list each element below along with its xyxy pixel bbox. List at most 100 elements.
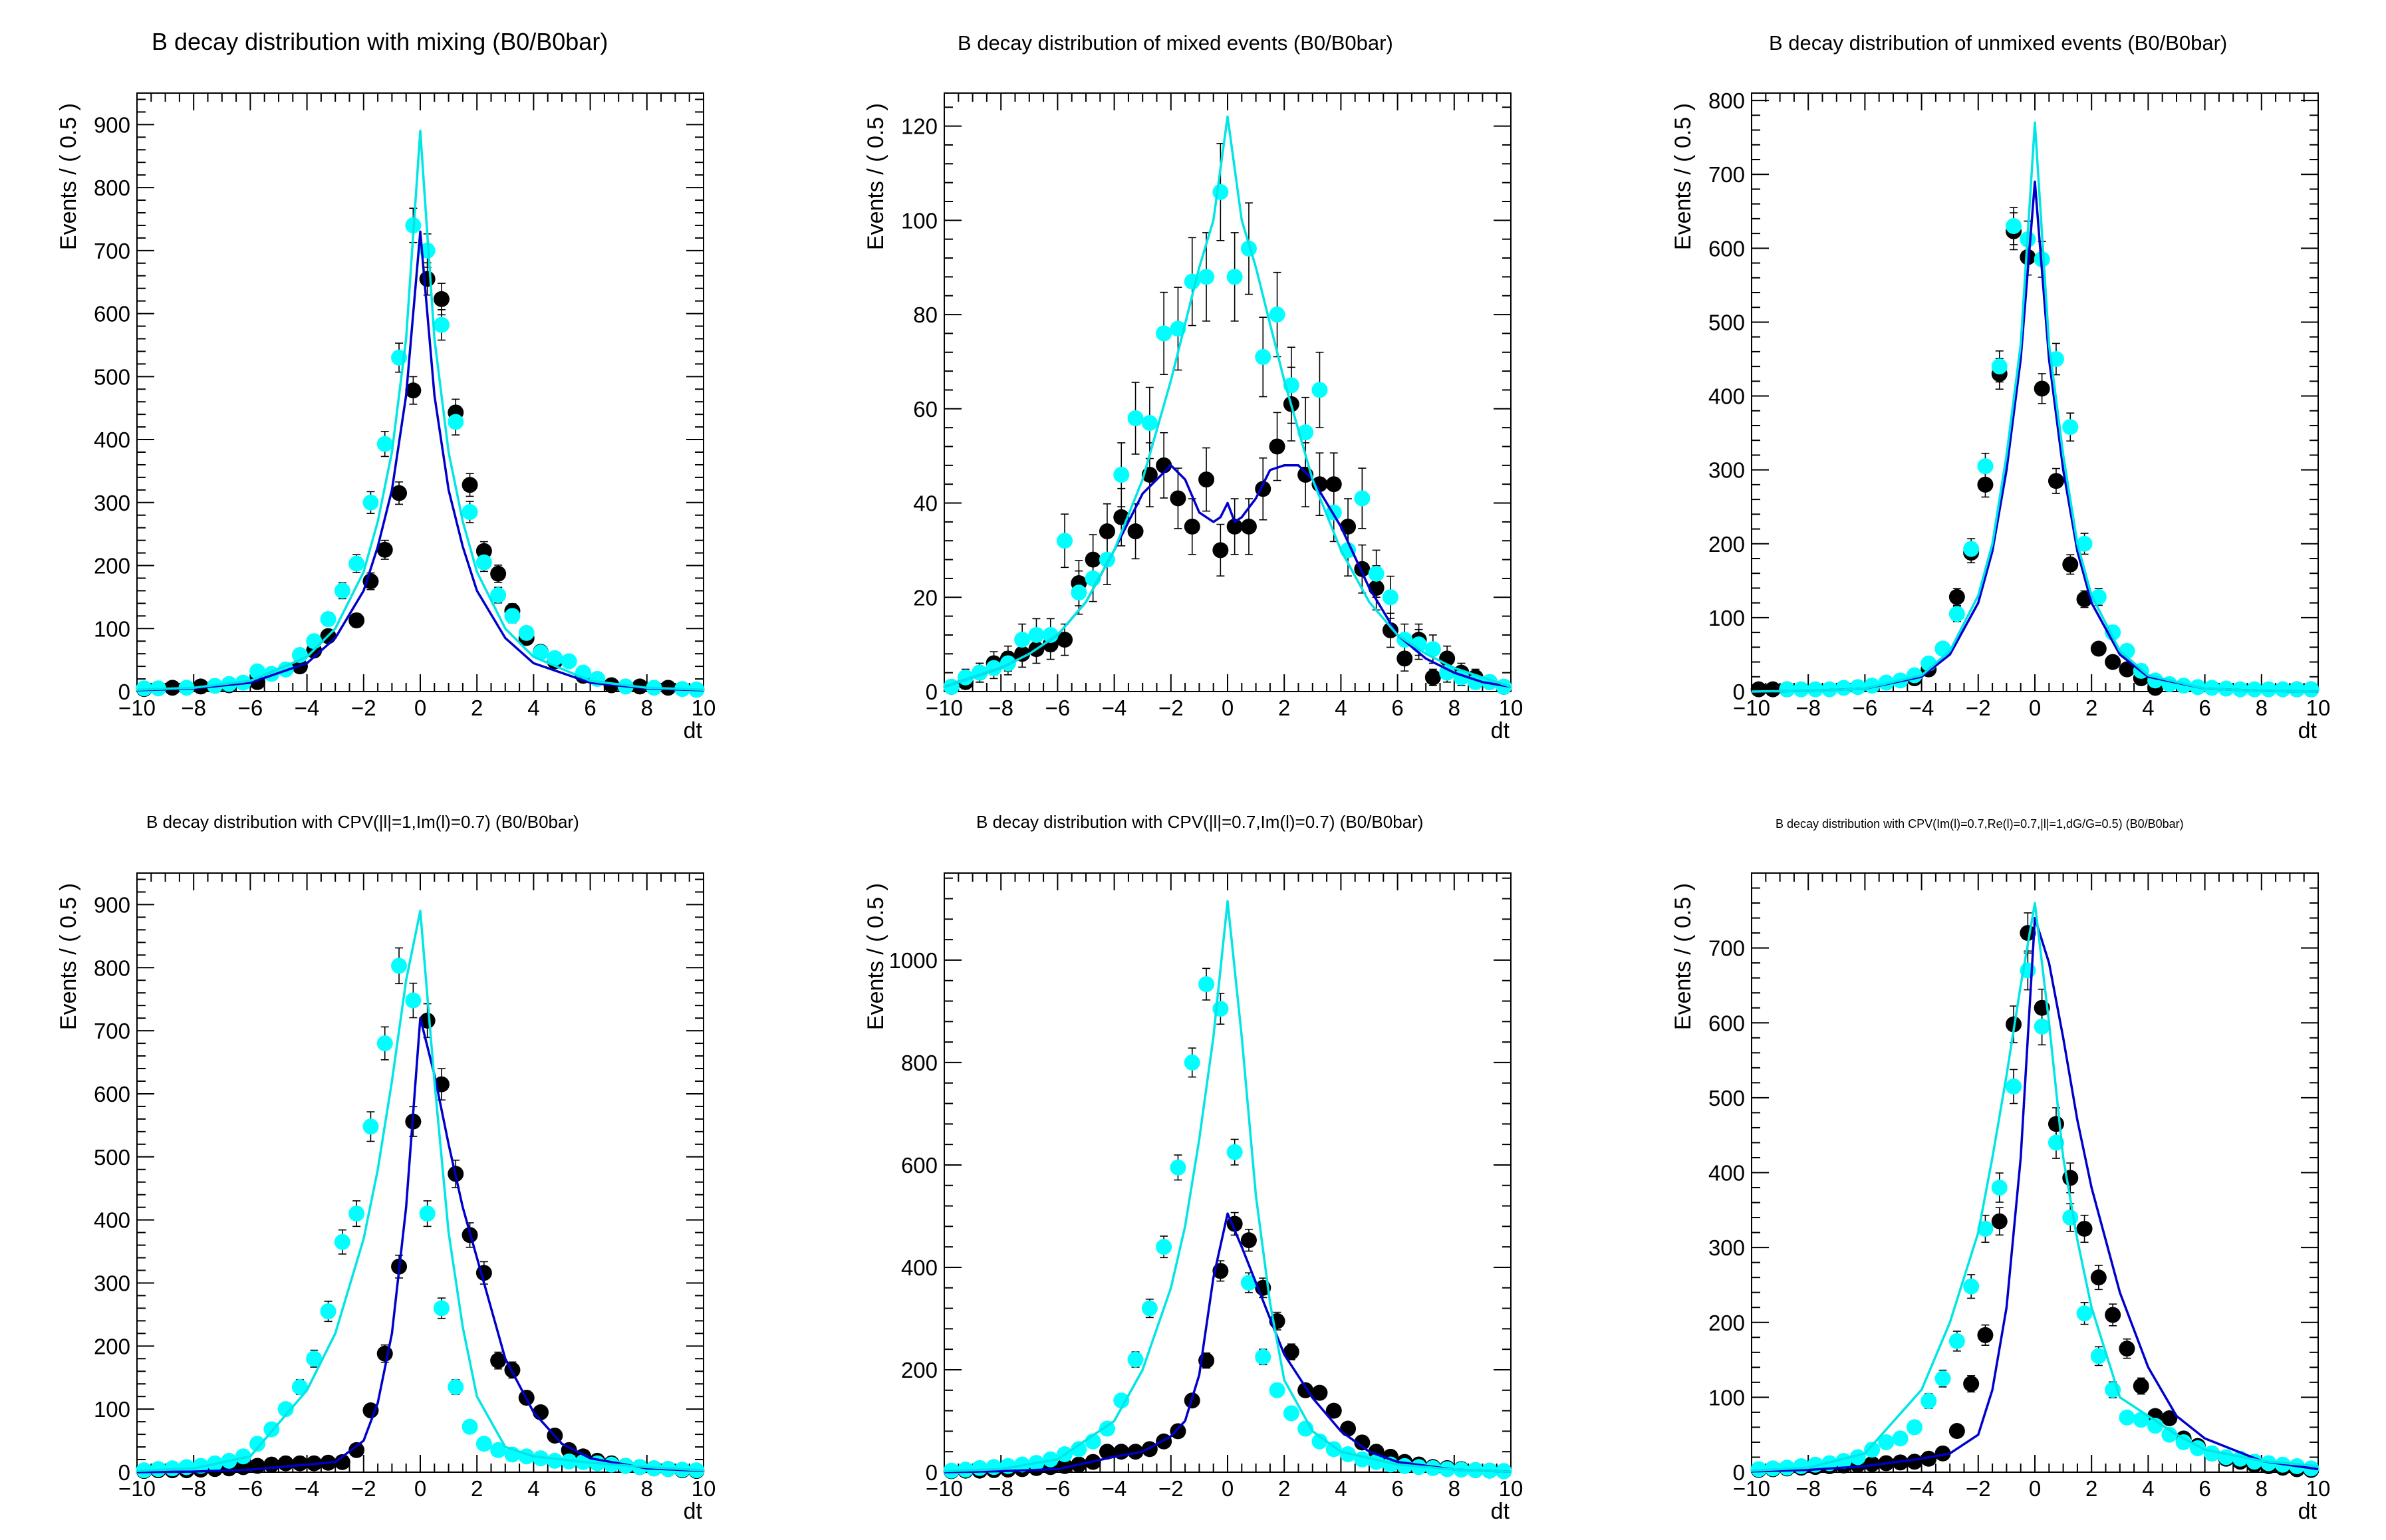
b0bar-data-point xyxy=(1255,1348,1271,1365)
b0-fit-curve xyxy=(136,230,704,692)
y-tick-label: 800 xyxy=(901,1051,938,1075)
b0-data-point xyxy=(2105,654,2121,670)
b0bar-data-point xyxy=(1099,1420,1115,1437)
x-tick-label: 8 xyxy=(2256,1476,2268,1501)
x-tick-label: 8 xyxy=(1448,696,1460,720)
b0-data-point xyxy=(1991,1213,2008,1229)
b0-data-point xyxy=(433,291,450,307)
x-tick-label: 8 xyxy=(2256,696,2268,720)
panel-6: B decay distribution with CPV(Im(l)=0.7,… xyxy=(1670,817,2330,1524)
b0bar-data-point xyxy=(2062,419,2079,436)
b0-data-point xyxy=(1127,1444,1144,1460)
b0bar-data-point xyxy=(2133,1412,2149,1428)
b0bar-fit-curve xyxy=(944,115,1512,688)
b0bar-data-point xyxy=(348,555,365,572)
y-tick-label: 500 xyxy=(94,364,130,389)
b0-data-point xyxy=(2161,1410,2178,1426)
b0bar-data-point xyxy=(1439,664,1456,681)
b0bar-data-point xyxy=(1042,1451,1059,1468)
x-tick-label: 6 xyxy=(2198,696,2210,720)
b0bar-data-point xyxy=(277,1401,294,1418)
x-tick-label: −4 xyxy=(1102,1476,1127,1501)
b0bar-data-point xyxy=(348,1206,365,1222)
x-tick-label: 4 xyxy=(527,1476,539,1501)
y-tick-label: 200 xyxy=(1708,1311,1745,1335)
b0-data-point xyxy=(334,1454,350,1470)
b0-data-point xyxy=(490,565,507,582)
b0bar-data-point xyxy=(2260,1455,2277,1472)
x-tick-label: 8 xyxy=(1448,1476,1460,1501)
y-tick-label: 100 xyxy=(94,616,130,641)
chart-title: B decay distribution with CPV(|l|=1,Im(l… xyxy=(146,812,579,832)
x-tick-label: 0 xyxy=(1222,696,1234,720)
b0bar-data-point xyxy=(1297,424,1314,441)
b0bar-data-point xyxy=(2076,1305,2093,1322)
b0bar-fit-curve xyxy=(944,900,1512,1473)
b0-data-point xyxy=(2119,1341,2135,1357)
b0-data-point xyxy=(1750,681,1767,698)
x-tick-label: −8 xyxy=(1795,696,1821,720)
b0-data-point xyxy=(1226,518,1243,535)
b0bar-data-point xyxy=(2076,535,2093,552)
x-axis-label: dt xyxy=(2298,1499,2318,1524)
x-tick-label: −6 xyxy=(1045,1476,1071,1501)
x-tick-label: 10 xyxy=(1499,1476,1524,1501)
b0-data-point xyxy=(1977,476,1994,493)
y-tick-label: 700 xyxy=(1708,936,1745,961)
x-axis-label: dt xyxy=(1491,1499,1510,1524)
b0bar-data-point xyxy=(1226,269,1243,285)
b0bar-data-point xyxy=(2175,1434,2192,1450)
x-tick-label: −10 xyxy=(1733,1476,1770,1501)
b0bar-data-point xyxy=(462,504,478,520)
b0bar-data-point xyxy=(462,1418,478,1435)
x-tick-label: 2 xyxy=(2085,1476,2097,1501)
x-tick-label: 8 xyxy=(641,696,653,720)
b0bar-data-point xyxy=(1921,1393,1937,1410)
x-tick-label: 8 xyxy=(641,1476,653,1501)
b0-data-point xyxy=(1099,1444,1115,1460)
b0-data-point xyxy=(2076,1220,2093,1237)
y-tick-label: 40 xyxy=(913,491,938,516)
b0-data-point xyxy=(1283,1344,1299,1360)
b0bar-data-point xyxy=(1354,490,1371,507)
b0bar-data-point xyxy=(291,1378,308,1395)
b0bar-data-point xyxy=(1156,1239,1172,1255)
chart-title: B decay distribution with CPV(Im(l)=0.7,… xyxy=(1776,817,2184,831)
b0bar-data-point xyxy=(1382,589,1398,606)
plot-frame xyxy=(944,872,1512,1473)
b0bar-data-point xyxy=(1028,626,1045,643)
b0-data-point xyxy=(348,1442,365,1458)
b0bar-data-point xyxy=(1184,1054,1200,1071)
x-tick-label: −2 xyxy=(1158,696,1184,720)
y-tick-label: 800 xyxy=(1708,88,1745,113)
b0bar-data-point xyxy=(1963,1278,1980,1295)
y-tick-label: 120 xyxy=(901,114,938,139)
y-tick-label: 800 xyxy=(94,956,130,980)
x-tick-label: −10 xyxy=(118,1476,156,1501)
b0-data-point xyxy=(490,1352,507,1369)
x-tick-label: 10 xyxy=(692,696,716,720)
x-tick-label: −4 xyxy=(1909,696,1934,720)
b0-data-point xyxy=(1099,523,1115,540)
x-tick-label: 4 xyxy=(1335,696,1347,720)
b0bar-data-point xyxy=(2260,681,2277,698)
x-tick-label: −10 xyxy=(1733,696,1770,720)
y-tick-label: 200 xyxy=(1708,532,1745,557)
b0-data-point xyxy=(1198,471,1215,488)
y-tick-label: 400 xyxy=(901,1255,938,1280)
x-tick-label: −4 xyxy=(295,1476,320,1501)
b0-fit-curve xyxy=(136,1017,704,1474)
b0bar-data-point xyxy=(419,1206,436,1222)
b0-fit-curve xyxy=(944,1212,1512,1474)
y-tick-label: 600 xyxy=(1708,236,1745,261)
x-axis-label: dt xyxy=(1491,718,1510,743)
b0bar-data-point xyxy=(1113,467,1130,483)
plot-frame xyxy=(944,92,1512,692)
b0-data-point xyxy=(2062,556,2079,573)
b0bar-data-point xyxy=(1977,458,1994,475)
b0bar-data-point xyxy=(490,587,507,604)
x-tick-label: 0 xyxy=(414,1476,426,1501)
b0bar-data-point xyxy=(2090,1348,2107,1364)
panel-2: B decay distribution of mixed events (B0… xyxy=(863,31,1523,743)
b0bar-data-point xyxy=(1240,240,1257,257)
